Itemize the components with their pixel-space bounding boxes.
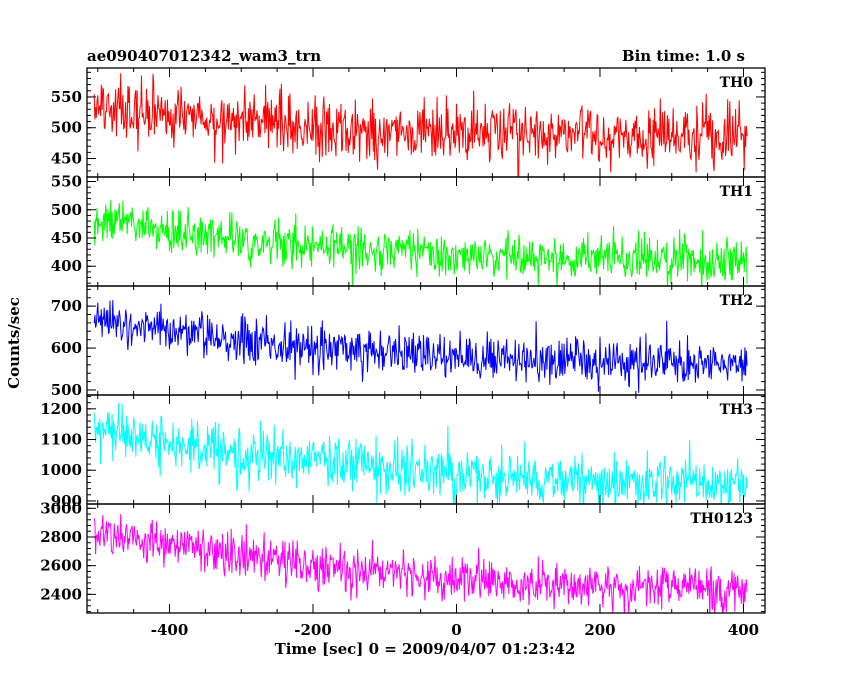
y-tick-label: 500 [51, 381, 82, 399]
y-tick-label: 3000 [40, 499, 82, 517]
panel-th2: 500 600 700 TH2 [51, 285, 766, 399]
panel-th0: 450 500 550 TH0 [51, 67, 766, 178]
y-axis-title: Counts/sec [5, 297, 23, 389]
panel-frame [86, 176, 766, 287]
x-tick-label: 200 [584, 621, 615, 639]
panel-label-th0123: TH0123 [690, 511, 753, 527]
y-tick-label: 600 [51, 339, 82, 357]
panel-label-th3: TH3 [720, 402, 753, 418]
y-tick-label: 700 [51, 297, 82, 315]
panels-group: 450 500 550 TH0 400 450 500 550 TH1 500 600 700 TH2 9… [40, 67, 766, 614]
x-tick-label: -200 [294, 621, 332, 639]
series-line-th0 [93, 73, 748, 177]
panel-th3: 900 1000 1100 1200 TH3 [40, 394, 766, 510]
panel-th0123: 2400 2600 2800 3000 TH0123 [40, 499, 766, 614]
series-line-th2 [93, 300, 748, 393]
panel-label-th0: TH0 [720, 75, 754, 91]
panel-label-th1: TH1 [720, 184, 753, 200]
y-tick-label: 500 [51, 119, 82, 137]
y-tick-label: 550 [51, 173, 82, 191]
y-tick-label: 1000 [40, 461, 82, 479]
y-tick-label: 2800 [40, 528, 82, 546]
x-tick-label: -400 [151, 621, 189, 639]
series-line-th0123 [93, 514, 748, 613]
x-tick-label: 400 [728, 621, 759, 639]
y-tick-label: 550 [51, 88, 82, 106]
x-tick-label: 0 [451, 621, 461, 639]
x-axis-title: Time [sec] 0 = 2009/04/07 01:23:42 [275, 640, 576, 658]
y-tick-label: 900 [51, 492, 82, 510]
panel-frame [86, 503, 766, 614]
x-axis: -400 -200 0 200 400 [151, 621, 759, 639]
y-tick-label: 2400 [40, 585, 82, 603]
y-tick-label: 2600 [40, 557, 82, 575]
plot-title: ae090407012342_wam3_trn [87, 47, 321, 65]
series-line-th1 [93, 200, 748, 286]
series-line-th3 [93, 402, 748, 504]
y-tick-label: 500 [51, 201, 82, 219]
y-tick-label: 400 [51, 257, 82, 275]
bin-time-label: Bin time: 1.0 s [622, 47, 745, 65]
y-tick-label: 450 [51, 229, 82, 247]
y-tick-label: 1200 [40, 400, 82, 418]
panel-label-th2: TH2 [720, 293, 753, 309]
y-tick-label: 1100 [40, 431, 82, 449]
y-tick-label: 450 [51, 150, 82, 168]
panel-th1: 400 450 500 550 TH1 [51, 173, 766, 287]
